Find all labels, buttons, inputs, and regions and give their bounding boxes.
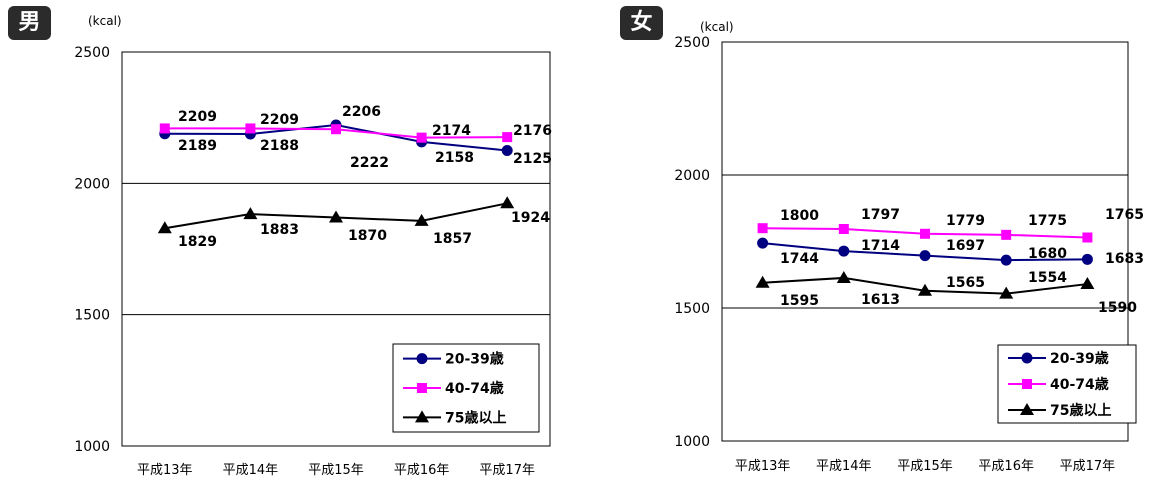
legend-marker [1022, 379, 1032, 389]
legend-marker [416, 353, 428, 365]
data-point [331, 124, 341, 135]
data-label: 1680 [1028, 246, 1067, 262]
y-tick-label: 2500 [674, 35, 710, 51]
y-tick-label: 1000 [674, 434, 710, 450]
data-point [1001, 229, 1012, 240]
legend-marker [1021, 352, 1033, 364]
data-label: 2158 [435, 150, 474, 166]
chart-panel-female: 女 (kcal) 1000 1500 2000 2500 平成13年 平成14年 平成15年… [578, 0, 1157, 482]
data-label: 2206 [342, 104, 381, 120]
data-label: 2174 [432, 123, 471, 139]
unit-label-male: (kcal) [88, 14, 122, 28]
data-label: 2176 [513, 123, 552, 139]
y-tick-label: 2000 [674, 168, 710, 184]
data-label: 1697 [946, 238, 985, 254]
data-label: 1714 [861, 238, 900, 254]
data-point [920, 228, 930, 239]
data-label: 1613 [861, 292, 900, 308]
data-label: 1829 [178, 234, 217, 250]
x-tick-label: 平成17年 [1060, 459, 1116, 474]
legend-label: 20-39歳 [1050, 350, 1109, 367]
data-label: 1779 [946, 213, 985, 229]
data-point [329, 210, 343, 223]
data-point [755, 275, 770, 288]
data-point [502, 132, 513, 143]
y-tick-label: 2000 [74, 176, 110, 192]
x-tick-label: 平成13年 [735, 459, 791, 474]
data-label: 1565 [946, 275, 985, 291]
x-tick-label: 平成15年 [308, 463, 364, 478]
line-chart-male: 1000 1500 2000 2500 平成13年 平成14年 平成15年 平成16年 平成17… [74, 45, 552, 478]
x-tick-label: 平成16年 [978, 459, 1034, 474]
data-label: 1554 [1028, 270, 1067, 286]
legend-label: 40-74歳 [445, 380, 504, 397]
line-chart-female: 1000 1500 2000 2500 平成13年 平成14年 平成15年 平成16年 平成17… [674, 35, 1144, 474]
data-point [919, 250, 931, 262]
data-label: 1595 [780, 293, 819, 309]
data-point [245, 123, 256, 134]
x-tick-label: 平成15年 [897, 459, 953, 474]
chart-title-male: 男 [8, 6, 51, 40]
y-tick-label: 1500 [674, 301, 710, 317]
data-point [500, 196, 515, 209]
x-tick-label: 平成16年 [394, 463, 450, 478]
data-label: 1870 [348, 228, 387, 244]
y-tick-label: 1500 [74, 308, 110, 324]
unit-label-female: (kcal) [700, 20, 734, 34]
data-point [414, 213, 429, 226]
legend-marker [417, 383, 427, 393]
data-label: 1744 [780, 251, 819, 267]
data-point [836, 270, 851, 283]
data-label: 2209 [178, 109, 217, 125]
data-label: 1800 [780, 208, 819, 224]
data-point [1080, 277, 1095, 290]
chart-title-female: 女 [620, 6, 663, 40]
x-tick-label: 平成17年 [479, 463, 535, 478]
x-tick-label: 平成14年 [816, 459, 872, 474]
data-label: 2189 [178, 138, 217, 154]
y-tick-label: 2500 [74, 45, 110, 61]
data-label: 2222 [350, 155, 389, 171]
data-label: 1797 [861, 207, 900, 223]
legend-marker [415, 410, 429, 423]
data-point [501, 145, 513, 156]
x-tick-label: 平成14年 [223, 463, 279, 478]
data-point [1081, 253, 1093, 265]
legend-label: 75歳以上 [1050, 402, 1111, 419]
x-tick-label: 平成13年 [137, 463, 193, 478]
data-label: 1883 [260, 222, 299, 238]
data-point [838, 223, 849, 234]
data-point [757, 237, 769, 249]
data-point [757, 223, 768, 234]
data-point [1000, 254, 1012, 266]
data-label: 2188 [260, 138, 299, 154]
chart-panel-male: 男 (kcal) 1000 1500 2000 2500 平成13年 平成14年 平成15年… [0, 0, 578, 482]
data-label: 1765 [1105, 207, 1144, 223]
data-point [159, 123, 170, 134]
data-point [157, 221, 172, 234]
legend-label: 40-74歳 [1050, 376, 1109, 393]
data-point [999, 286, 1014, 299]
data-label: 1590 [1098, 300, 1137, 316]
legend-marker [1020, 403, 1034, 415]
data-label: 1775 [1028, 213, 1067, 229]
data-point [918, 283, 932, 296]
y-tick-label: 1000 [74, 439, 110, 455]
data-point [243, 207, 258, 220]
legend-label: 20-39歳 [445, 351, 504, 368]
data-point [1082, 232, 1093, 243]
data-label: 1924 [511, 210, 550, 226]
data-label: 2125 [513, 151, 552, 167]
data-label: 1857 [433, 231, 472, 247]
data-point [838, 245, 850, 257]
data-point [416, 132, 427, 143]
data-label: 2209 [260, 112, 299, 128]
data-label: 1683 [1105, 251, 1144, 267]
legend-label: 75歳以上 [445, 409, 506, 426]
